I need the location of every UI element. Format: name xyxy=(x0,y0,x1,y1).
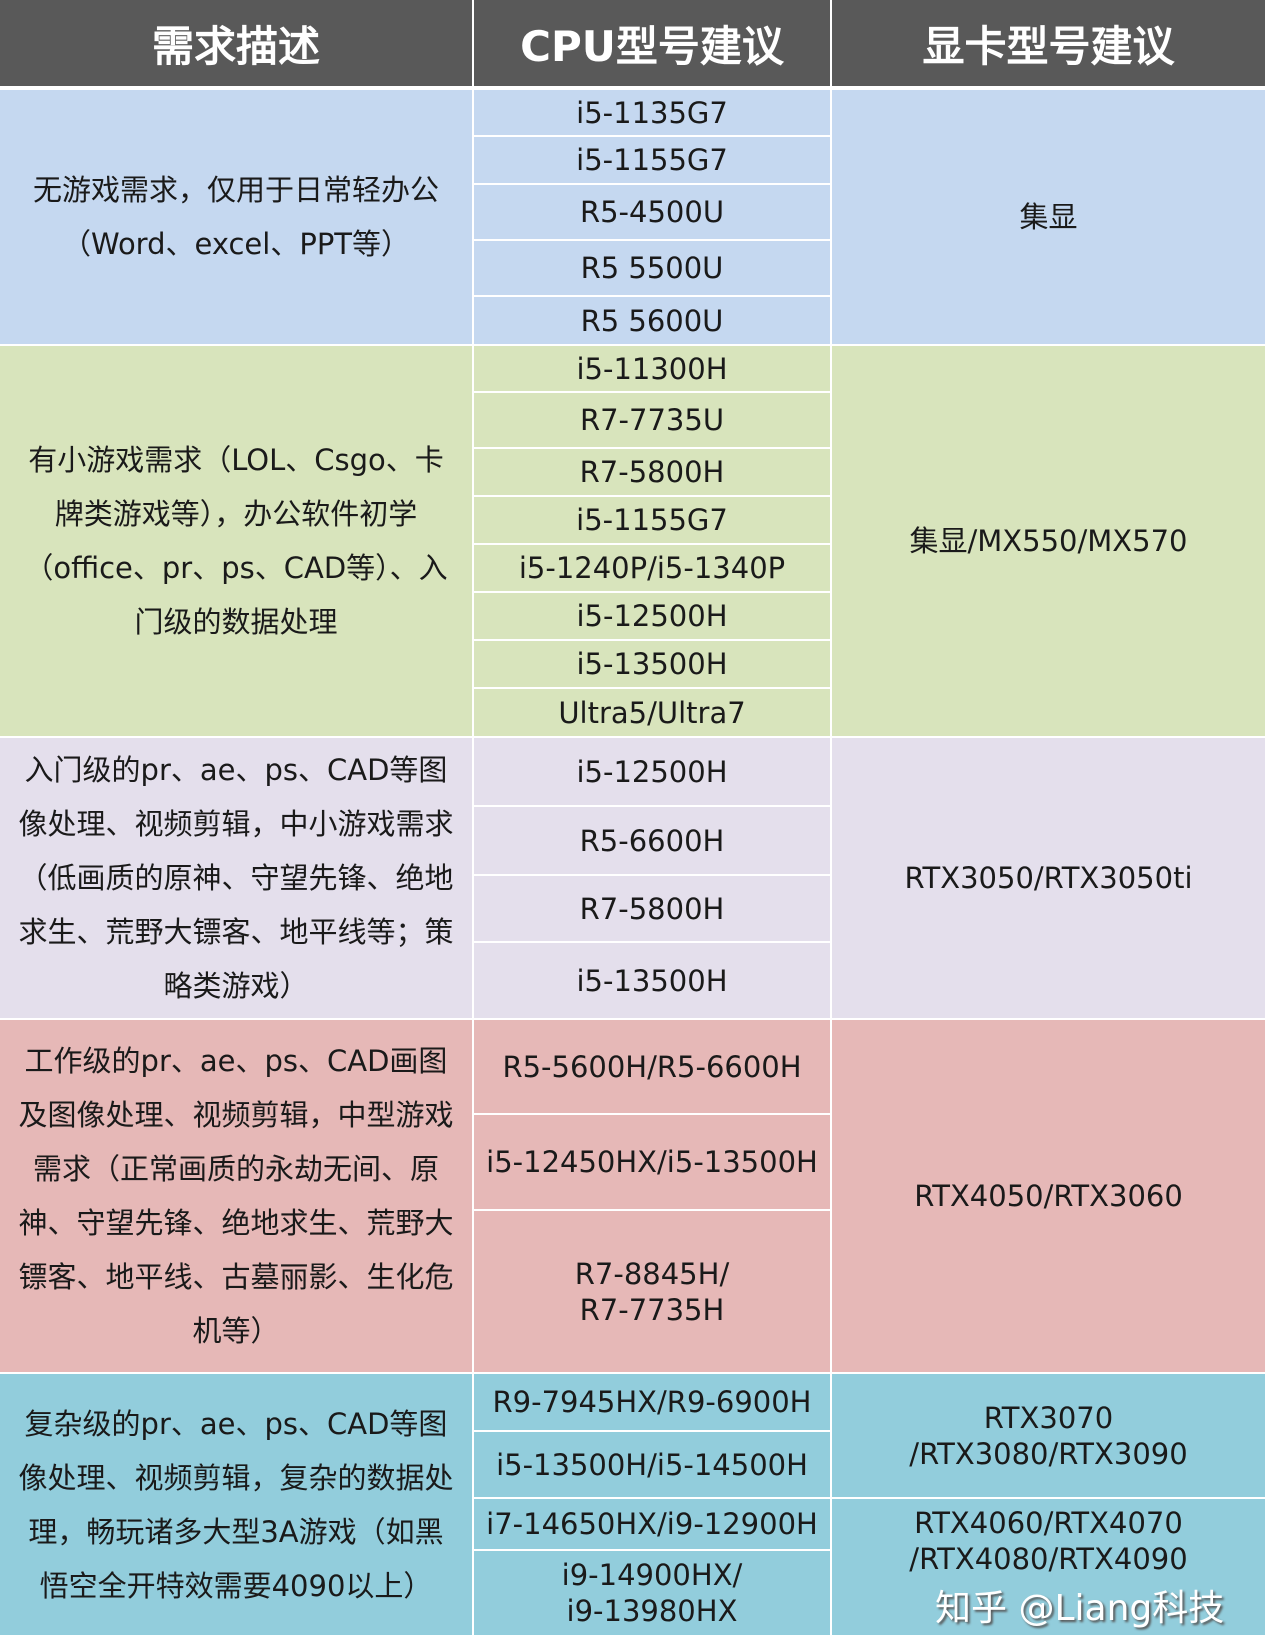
cpu-cell-text: R9-7945HX/R9-6900H xyxy=(492,1385,812,1419)
cpu-cell: i5-1240P/i5-1340P xyxy=(474,545,830,591)
demand-cell: 无游戏需求，仅用于日常轻办公（Word、excel、PPT等） xyxy=(0,90,472,344)
cpu-cell-text: R7-7735U xyxy=(579,403,725,437)
gpu-cell-text: RTX4060/RTX4070 /RTX4080/RTX4090 xyxy=(909,1506,1188,1576)
cpu-cell: i5-13500H/i5-14500H xyxy=(474,1432,830,1497)
gpu-cell: RTX4050/RTX3060 xyxy=(832,1020,1265,1372)
cpu-cell-text: R7-8845H/ R7-7735H xyxy=(574,1256,730,1327)
gpu-cell: RTX3050/RTX3050ti xyxy=(832,738,1265,1018)
cpu-cell: R7-8845H/ R7-7735H xyxy=(474,1211,830,1372)
cpu-cell-text: i5-13500H/i5-14500H xyxy=(496,1447,808,1482)
cpu-cell-text: i5-12450HX/i5-13500H xyxy=(486,1145,818,1179)
cpu-cell-text: R5 5500U xyxy=(580,251,724,285)
cpu-cell: i5-13500H xyxy=(474,943,830,1018)
cpu-cell-text: R7-5800H xyxy=(579,455,725,489)
cpu-cell-text: R7-5800H xyxy=(579,891,725,926)
cpu-cell-text: R5-5600H/R5-6600H xyxy=(502,1049,802,1084)
cpu-cell-text: i7-14650HX/i9-12900H xyxy=(486,1507,818,1541)
demand-cell-text: 无游戏需求，仅用于日常轻办公（Word、excel、PPT等） xyxy=(32,173,439,261)
gpu-cell-text: 集显 xyxy=(1019,200,1078,234)
cpu-cell: R5-6600H xyxy=(474,807,830,874)
cpu-cell-text: i5-13500H xyxy=(576,647,728,681)
gpu-cell: RTX4060/RTX4070 /RTX4080/RTX4090 xyxy=(832,1499,1265,1635)
cpu-cell-text: i5-1135G7 xyxy=(576,95,728,130)
cpu-cell: R7-5800H xyxy=(474,876,830,941)
header-cpu: CPU型号建议 xyxy=(474,0,830,86)
cpu-cell-text: i5-1240P/i5-1340P xyxy=(518,551,786,585)
cpu-cell: R5 5500U xyxy=(474,241,830,295)
cpu-cell-text: i5-12500H xyxy=(576,754,728,789)
watermark: 知乎 @Liang科技 xyxy=(935,1588,1225,1629)
cpu-cell: R7-7735U xyxy=(474,393,830,447)
demand-cell: 工作级的pr、ae、ps、CAD画图及图像处理、视频剪辑，中型游戏需求（正常画质… xyxy=(0,1020,472,1372)
cpu-cell: i5-1135G7 xyxy=(474,90,830,135)
cpu-cell: i5-1155G7 xyxy=(474,497,830,543)
header-demand: 需求描述 xyxy=(0,0,472,86)
cpu-cell: R5-4500U xyxy=(474,185,830,239)
cpu-cell-text: i5-11300H xyxy=(576,351,728,386)
cpu-cell: R7-5800H xyxy=(474,449,830,495)
cpu-cell: i5-1155G7 xyxy=(474,137,830,183)
gpu-cell-text: RTX3070 /RTX3080/RTX3090 xyxy=(909,1400,1188,1471)
cpu-cell-text: i9-14900HX/ i9-13980HX xyxy=(561,1558,743,1628)
header-gpu: 显卡型号建议 xyxy=(832,0,1265,86)
cpu-cell-text: R5 5600U xyxy=(580,303,724,338)
cpu-cell: i7-14650HX/i9-12900H xyxy=(474,1499,830,1549)
demand-cell: 有小游戏需求（LOL、Csgo、卡牌类游戏等），办公软件初学（office、pr… xyxy=(0,346,472,736)
cpu-cell: i5-11300H xyxy=(474,346,830,391)
cpu-cell: Ultra5/Ultra7 xyxy=(474,689,830,736)
cpu-cell: i5-12500H xyxy=(474,738,830,805)
cpu-cell-text: i5-1155G7 xyxy=(576,503,728,537)
cpu-cell: i5-12500H xyxy=(474,593,830,639)
demand-cell-text: 入门级的pr、ae、ps、CAD等图像处理、视频剪辑，中小游戏需求（低画质的原神… xyxy=(18,753,454,1003)
cpu-cell-text: Ultra5/Ultra7 xyxy=(558,695,746,730)
cpu-cell: R5-5600H/R5-6600H xyxy=(474,1020,830,1113)
cpu-cell: i9-14900HX/ i9-13980HX xyxy=(474,1551,830,1635)
gpu-cell: RTX3070 /RTX3080/RTX3090 xyxy=(832,1374,1265,1497)
cpu-cell-text: R5-4500U xyxy=(579,195,725,229)
demand-cell-text: 复杂级的pr、ae、ps、CAD等图像处理、视频剪辑，复杂的数据处理，畅玩诸多大… xyxy=(18,1406,454,1603)
gpu-cell: 集显 xyxy=(832,90,1265,344)
gpu-cell-text: RTX3050/RTX3050ti xyxy=(904,861,1193,895)
cpu-cell-text: i5-12500H xyxy=(576,599,728,633)
demand-cell-text: 有小游戏需求（LOL、Csgo、卡牌类游戏等），办公软件初学（office、pr… xyxy=(24,443,448,639)
cpu-cell-text: R5-6600H xyxy=(579,823,725,858)
cpu-cell: R5 5600U xyxy=(474,297,830,344)
gpu-cell-text: RTX4050/RTX3060 xyxy=(914,1179,1183,1213)
demand-cell: 复杂级的pr、ae、ps、CAD等图像处理、视频剪辑，复杂的数据处理，畅玩诸多大… xyxy=(0,1374,472,1635)
gpu-cell-text: 集显/MX550/MX570 xyxy=(909,524,1188,558)
demand-cell-text: 工作级的pr、ae、ps、CAD画图及图像处理、视频剪辑，中型游戏需求（正常画质… xyxy=(18,1044,454,1348)
cpu-cell: R9-7945HX/R9-6900H xyxy=(474,1374,830,1430)
cpu-cell: i5-12450HX/i5-13500H xyxy=(474,1115,830,1209)
gpu-cell: 集显/MX550/MX570 xyxy=(832,346,1265,736)
demand-cell: 入门级的pr、ae、ps、CAD等图像处理、视频剪辑，中小游戏需求（低画质的原神… xyxy=(0,738,472,1018)
cpu-cell-text: i5-13500H xyxy=(576,963,728,998)
cpu-cell: i5-13500H xyxy=(474,641,830,687)
cpu-cell-text: i5-1155G7 xyxy=(576,143,728,177)
